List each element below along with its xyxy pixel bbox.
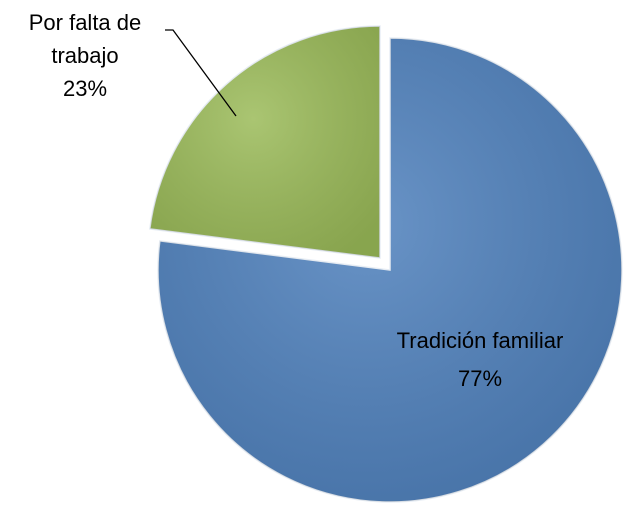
slice-name: Por falta de trabajo xyxy=(28,10,142,68)
slice-value: 77% xyxy=(457,366,503,391)
slice-value: 23% xyxy=(62,76,108,101)
slice-name: Tradición familiar xyxy=(396,328,564,353)
slice-label: Tradición familiar 77% xyxy=(355,322,605,398)
pie-slice xyxy=(148,25,381,259)
slice-label: Por falta de trabajo 23% xyxy=(15,6,155,105)
leader-line xyxy=(165,29,237,117)
